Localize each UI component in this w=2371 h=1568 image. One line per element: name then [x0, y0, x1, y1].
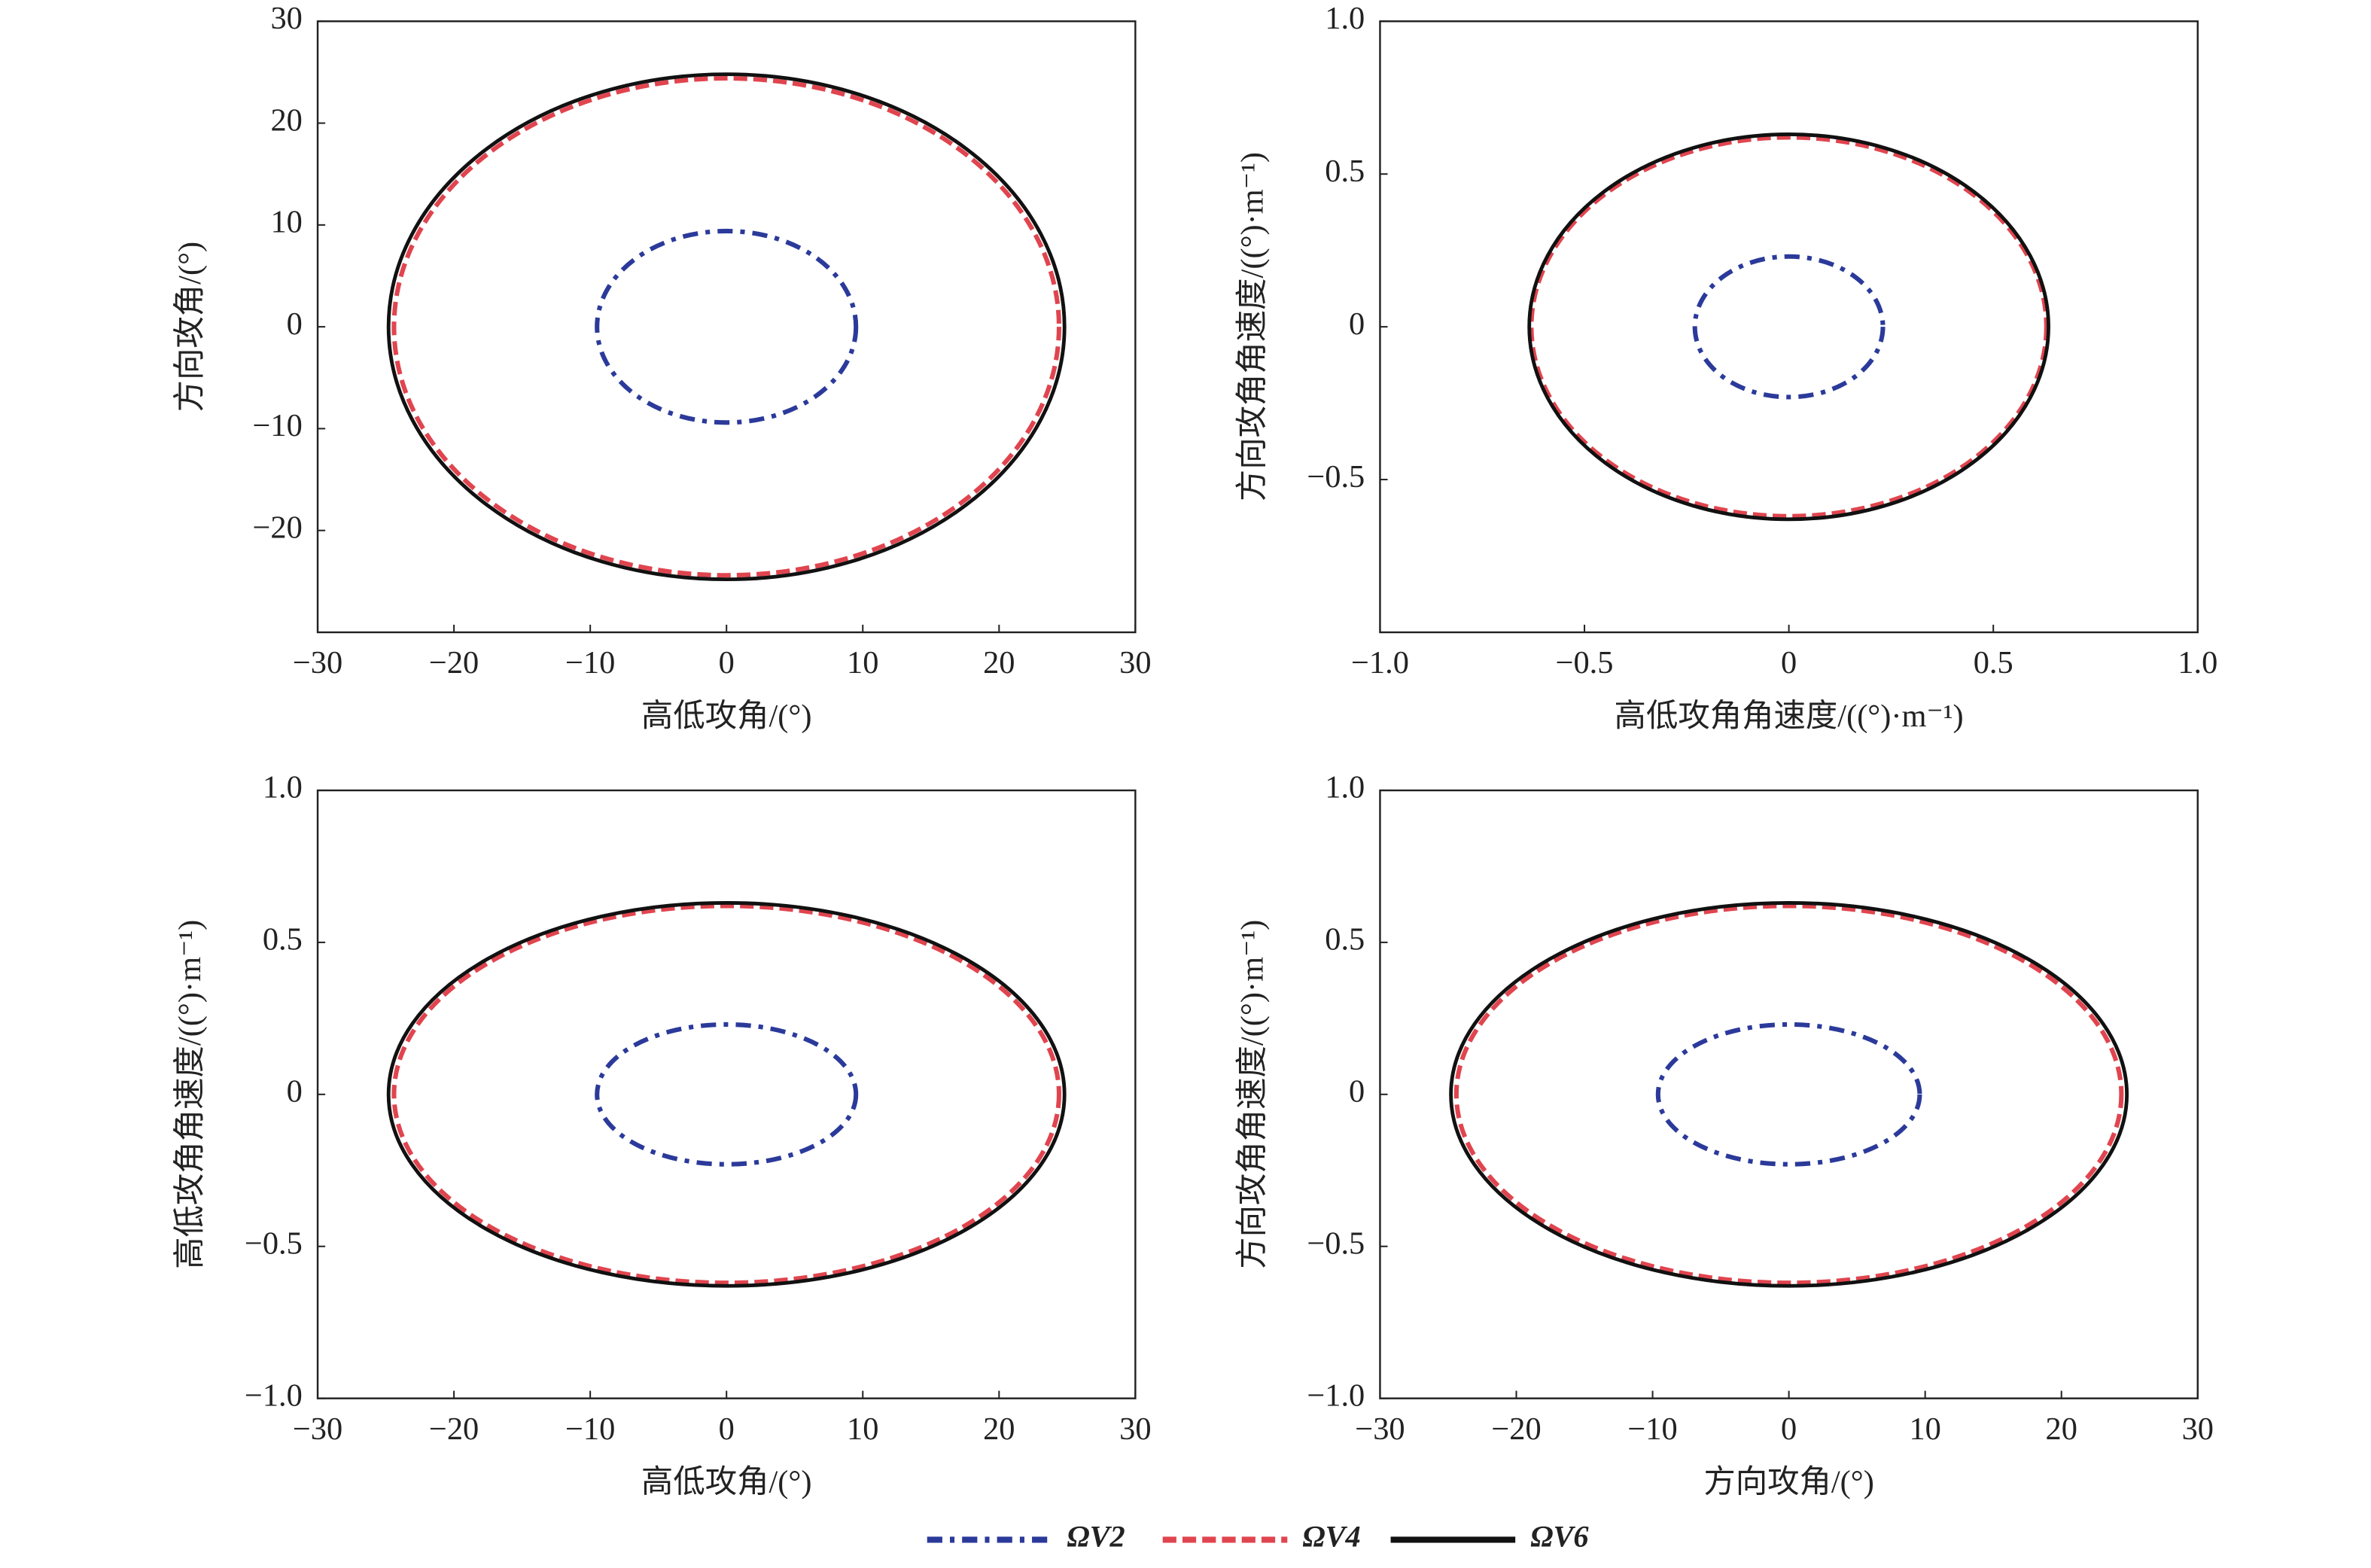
- y-tick-label: 0.5: [1325, 154, 1365, 189]
- x-tick-label: −10: [565, 1411, 615, 1447]
- plot-frame: [316, 789, 1137, 1399]
- x-tick-label: −0.5: [1556, 645, 1614, 680]
- x-tick-label: −20: [429, 645, 479, 680]
- x-tick-label: 20: [983, 645, 1015, 680]
- y-axis-title: 方向攻角角速度/((°)·m⁻¹): [1235, 152, 1271, 501]
- x-axis-title: 高低攻角/(°): [641, 699, 812, 734]
- plot-frame: [1379, 789, 2199, 1399]
- legend-label: ΩV2: [1067, 1520, 1125, 1554]
- contour-ellipse: [391, 76, 1062, 578]
- contour-ellipse: [386, 72, 1067, 582]
- contour-ellipse: [1655, 1021, 1922, 1167]
- x-axis-title: 高低攻角/(°): [641, 1464, 812, 1499]
- y-tick-label: 1.0: [1325, 1, 1365, 36]
- y-tick-label: 30: [270, 1, 302, 36]
- y-tick-label: 10: [270, 205, 302, 240]
- x-tick-label: 0.5: [1974, 645, 2013, 680]
- contour-ellipse: [391, 903, 1062, 1286]
- y-tick-label: −1.0: [245, 1378, 303, 1413]
- x-tick-label: 0: [719, 645, 735, 680]
- y-tick-label: −0.5: [245, 1225, 303, 1261]
- y-axis-title: 高低攻角角速度/((°)·m⁻¹): [172, 920, 208, 1269]
- plot-frame: [316, 20, 1137, 634]
- x-tick-label: 20: [983, 1411, 1015, 1447]
- x-tick-label: 0: [1781, 645, 1797, 680]
- legend-label: ΩV6: [1530, 1520, 1589, 1554]
- x-tick-label: 30: [1119, 645, 1151, 680]
- x-tick-label: −1.0: [1351, 645, 1409, 680]
- x-tick-label: 20: [2046, 1411, 2077, 1447]
- x-tick-label: 10: [1909, 1411, 1940, 1447]
- y-axis-title: 方向攻角角速度/((°)·m⁻¹): [1235, 920, 1271, 1269]
- plot-frame: [1379, 20, 2199, 634]
- x-tick-label: −20: [429, 1411, 479, 1447]
- y-tick-label: 0: [1349, 1074, 1365, 1110]
- y-tick-label: −20: [253, 510, 303, 545]
- y-tick-label: 0: [1349, 306, 1365, 342]
- x-tick-label: −20: [1491, 1411, 1541, 1447]
- x-tick-label: −10: [565, 645, 615, 680]
- y-tick-label: 1.0: [1325, 770, 1365, 805]
- contour-ellipse: [595, 228, 859, 425]
- x-tick-label: 1.0: [2178, 645, 2217, 680]
- y-tick-label: 20: [270, 102, 302, 138]
- x-tick-label: 10: [847, 645, 878, 680]
- contour-ellipse: [595, 1021, 859, 1167]
- x-tick-label: 10: [847, 1411, 878, 1447]
- y-tick-label: −0.5: [1307, 459, 1365, 495]
- y-tick-label: 0.5: [1325, 922, 1365, 958]
- x-axis-title: 高低攻角角速度/((°)·m⁻¹): [1615, 699, 1964, 734]
- y-tick-label: −1.0: [1307, 1378, 1365, 1413]
- contour-ellipse: [1453, 903, 2124, 1286]
- y-tick-label: 0.5: [263, 922, 303, 958]
- y-axis-title: 方向攻角/(°): [172, 242, 208, 413]
- y-tick-label: 0: [287, 1074, 303, 1110]
- contour-ellipse: [386, 900, 1067, 1288]
- y-tick-label: 0: [287, 306, 303, 342]
- x-tick-label: 0: [719, 1411, 735, 1447]
- contour-ellipse: [1692, 254, 1886, 400]
- x-tick-label: 30: [1119, 1411, 1151, 1447]
- y-tick-label: 1.0: [263, 770, 303, 805]
- contour-ellipse: [1449, 900, 2129, 1288]
- y-tick-label: −0.5: [1307, 1225, 1365, 1261]
- contour-ellipse: [1529, 135, 2049, 519]
- x-tick-label: 0: [1781, 1411, 1797, 1447]
- contour-ellipse: [1527, 132, 2050, 522]
- x-tick-label: −30: [293, 1411, 342, 1447]
- y-tick-label: −10: [253, 408, 303, 443]
- x-tick-label: 30: [2182, 1411, 2214, 1447]
- legend-label: ΩV4: [1302, 1520, 1360, 1554]
- x-axis-title: 方向攻角/(°): [1703, 1464, 1874, 1499]
- x-tick-label: −30: [293, 645, 342, 680]
- x-tick-label: −30: [1355, 1411, 1405, 1447]
- x-tick-label: −10: [1627, 1411, 1677, 1447]
